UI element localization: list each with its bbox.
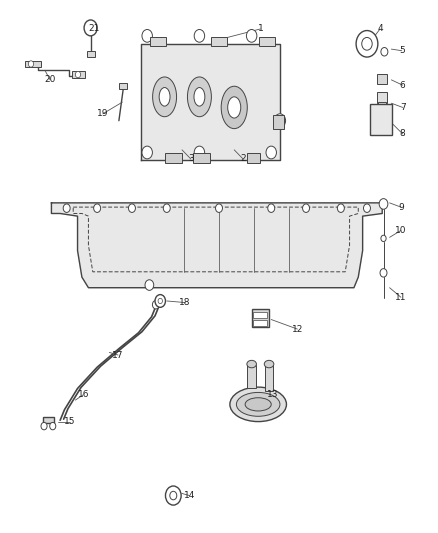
Text: 11: 11 bbox=[395, 293, 406, 302]
Bar bbox=[378, 102, 386, 108]
Bar bbox=[150, 37, 166, 46]
Circle shape bbox=[268, 204, 275, 213]
Circle shape bbox=[145, 280, 154, 290]
Ellipse shape bbox=[221, 86, 247, 128]
Circle shape bbox=[381, 47, 388, 56]
Bar bbox=[119, 83, 127, 89]
Bar bbox=[253, 312, 267, 318]
Bar bbox=[43, 417, 53, 423]
Ellipse shape bbox=[230, 387, 286, 422]
Circle shape bbox=[63, 204, 70, 213]
Circle shape bbox=[194, 29, 205, 42]
Circle shape bbox=[364, 204, 371, 213]
Bar bbox=[377, 74, 388, 84]
Ellipse shape bbox=[237, 392, 280, 416]
Text: 20: 20 bbox=[44, 75, 56, 84]
Text: 3: 3 bbox=[188, 155, 194, 164]
Circle shape bbox=[49, 422, 56, 430]
Bar bbox=[193, 152, 210, 163]
Text: 9: 9 bbox=[398, 203, 404, 212]
Circle shape bbox=[94, 204, 101, 213]
Text: 16: 16 bbox=[78, 390, 89, 399]
Ellipse shape bbox=[264, 360, 274, 368]
Text: 13: 13 bbox=[267, 390, 279, 399]
Polygon shape bbox=[51, 203, 382, 288]
Text: 6: 6 bbox=[400, 80, 406, 90]
Circle shape bbox=[142, 29, 152, 42]
Circle shape bbox=[274, 114, 286, 127]
Text: 14: 14 bbox=[184, 491, 195, 500]
Bar bbox=[165, 152, 182, 163]
Text: 17: 17 bbox=[112, 351, 124, 360]
Circle shape bbox=[158, 298, 162, 304]
Bar bbox=[247, 152, 260, 163]
Circle shape bbox=[142, 146, 152, 159]
Circle shape bbox=[155, 295, 166, 308]
Circle shape bbox=[28, 61, 34, 67]
Circle shape bbox=[379, 199, 388, 209]
Circle shape bbox=[380, 269, 387, 277]
Circle shape bbox=[75, 71, 81, 78]
Bar bbox=[377, 92, 388, 103]
Bar bbox=[25, 61, 41, 67]
Text: 5: 5 bbox=[399, 46, 405, 55]
Bar bbox=[253, 319, 267, 326]
Text: 19: 19 bbox=[97, 109, 109, 118]
Ellipse shape bbox=[159, 87, 170, 106]
Ellipse shape bbox=[194, 87, 205, 106]
Circle shape bbox=[381, 235, 386, 241]
Text: 12: 12 bbox=[292, 325, 303, 334]
Circle shape bbox=[337, 204, 344, 213]
Ellipse shape bbox=[152, 77, 177, 117]
Circle shape bbox=[362, 37, 372, 50]
Circle shape bbox=[247, 29, 257, 42]
Circle shape bbox=[41, 422, 47, 430]
Bar bbox=[252, 309, 269, 327]
Circle shape bbox=[84, 20, 97, 36]
Text: 7: 7 bbox=[400, 103, 406, 112]
Circle shape bbox=[152, 301, 159, 309]
Circle shape bbox=[303, 204, 310, 213]
Circle shape bbox=[194, 146, 205, 159]
Ellipse shape bbox=[187, 77, 212, 117]
Bar bbox=[247, 365, 256, 389]
Circle shape bbox=[166, 486, 181, 505]
Bar bbox=[211, 37, 227, 46]
Ellipse shape bbox=[247, 360, 256, 368]
Circle shape bbox=[128, 204, 135, 213]
Bar bbox=[259, 37, 275, 46]
Circle shape bbox=[266, 146, 276, 159]
Text: 2: 2 bbox=[240, 155, 246, 164]
Bar bbox=[265, 365, 273, 391]
Ellipse shape bbox=[245, 398, 271, 411]
Circle shape bbox=[163, 204, 170, 213]
Text: 1: 1 bbox=[258, 25, 263, 34]
Text: 4: 4 bbox=[377, 25, 383, 34]
Ellipse shape bbox=[228, 97, 241, 118]
Bar bbox=[72, 71, 85, 78]
Text: 18: 18 bbox=[179, 298, 191, 307]
Bar bbox=[273, 115, 284, 128]
Bar bbox=[370, 104, 392, 135]
Polygon shape bbox=[141, 44, 280, 160]
Text: 8: 8 bbox=[400, 130, 406, 139]
Text: 10: 10 bbox=[395, 226, 406, 235]
Text: 21: 21 bbox=[88, 25, 99, 34]
Bar bbox=[87, 51, 95, 57]
Text: 15: 15 bbox=[64, 417, 76, 426]
Circle shape bbox=[356, 30, 378, 57]
Circle shape bbox=[215, 204, 223, 213]
Circle shape bbox=[170, 491, 177, 500]
